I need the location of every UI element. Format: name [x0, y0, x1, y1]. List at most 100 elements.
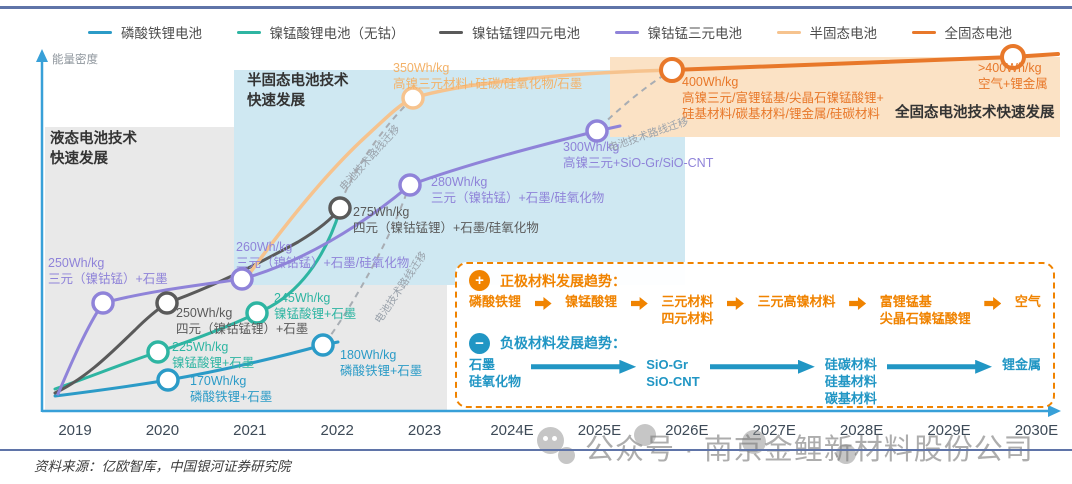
top-rule: [0, 6, 1072, 9]
source-note: 资料来源：亿欧智库，中国银河证券研究院: [34, 459, 291, 474]
x-tick-2020: 2020: [145, 422, 180, 439]
data-point-marker: [659, 57, 685, 83]
chart-legend: 磷酸铁锂电池 镍锰酸锂电池（无钴） 镍钴锰锂四元电池 镍钴锰三元电池 半固态电池 全固态电…: [88, 22, 1012, 42]
minus-icon: −: [469, 332, 490, 354]
legend-label: 磷酸铁锂电池: [121, 26, 202, 41]
long-arrow-icon: [531, 359, 637, 374]
region-semi-solid: [234, 70, 685, 285]
plus-icon: +: [469, 270, 490, 291]
materials-trend-box: + 正极材料发展趋势： 磷酸铁锂 镍锰酸锂 三元材料 四元材料 三元高镍材料 富锂锰基 尖晶…: [455, 262, 1055, 408]
trend-step: 石墨 硅氧化物: [469, 356, 522, 389]
legend-item-5: 全固态电池: [911, 22, 1013, 42]
legend-item-4: 半固态电池: [776, 22, 878, 42]
series-line-全固态电池: [670, 52, 1060, 72]
long-arrow-icon: [886, 359, 992, 374]
legend-label: 镍钴锰三元电池: [647, 26, 743, 41]
point-label-3: 245Wh/kg 镍锰酸锂+石墨: [274, 291, 357, 321]
y-axis-label: 能量密度: [52, 54, 98, 66]
point-label-5: 170Wh/kg 磷酸铁锂+石墨: [190, 374, 273, 404]
trend-step: SiO-Gr SiO-CNT: [646, 356, 700, 389]
trend-step: 镍锰酸锂: [565, 294, 618, 309]
x-tick-2025E: 2025E: [577, 422, 622, 439]
wechat-icon: [634, 424, 656, 446]
x-tick-2021: 2021: [233, 422, 267, 439]
anode-trend-row: 石墨 硅氧化物 SiO-Gr SiO-CNT 硅碳材料 硅基材料 碳基材料 锂金属: [469, 357, 1041, 408]
point-label-8: 280Wh/kg 三元（镍钴锰）+石墨/硅氧化物: [431, 175, 605, 205]
arrow-icon: [630, 297, 648, 310]
region-label-semi-solid: 半固态电池技术 快速发展: [247, 73, 349, 109]
data-point-marker: [91, 291, 115, 315]
migration-dashed-line-0: [324, 191, 408, 344]
point-label-10: 350Wh/kg 高镍三元材料+硅碳/硅氧化物/石墨: [393, 61, 583, 91]
cathode-trend-row: 磷酸铁锂 镍锰酸锂 三元材料 四元材料 三元高镍材料 富锂锰基 尖晶石镍锰酸锂 空气: [469, 294, 1041, 328]
trend-step: 锂金属: [1002, 356, 1042, 372]
trend-step: 磷酸铁锂: [469, 294, 522, 309]
x-tick-2029E: 2029E: [927, 422, 971, 439]
x-tick-2026E: 2026E: [665, 422, 709, 439]
legend-swatch-icon: [614, 30, 639, 34]
arrow-icon: [984, 297, 1002, 310]
x-tick-2030E: 2030E: [1014, 422, 1059, 439]
legend-item-1: 镍锰酸锂电池（无钴）: [236, 22, 405, 42]
series-line-镍钴锰三元电池: [56, 124, 622, 396]
data-point-marker: [156, 368, 180, 392]
trend-step: 硅碳材料 硅基材料 碳基材料: [824, 356, 877, 406]
legend-label: 全固态电池: [944, 26, 1013, 41]
trend-step: 富锂锰基 尖晶石镍锰酸锂: [879, 294, 971, 326]
watermark: 公众号 · 南京金鲤新材料股份公司: [585, 434, 1034, 466]
point-label-11: 400Wh/kg 高镍三元/富锂锰基/尖晶石镍锰酸锂+ 硅基材料/碳基材料/锂金属/…: [682, 75, 884, 121]
trend-step: 三元材料 四元材料: [661, 294, 714, 326]
x-tick-2022: 2022: [320, 422, 354, 439]
arrow-icon: [849, 297, 867, 310]
legend-label: 镍钴锰锂四元电池: [472, 26, 580, 41]
data-point-marker: [328, 196, 352, 220]
legend-item-0: 磷酸铁锂电池: [88, 22, 202, 42]
migration-dashed-line-1: [340, 101, 410, 204]
y-axis-arrowhead: [36, 49, 48, 62]
legend-swatch-icon: [439, 30, 463, 34]
point-label-6: 180Wh/kg 磷酸铁锂+石墨: [340, 348, 423, 378]
anode-trend-header: − 负极材料发展趋势：: [469, 332, 1041, 354]
data-point-marker: [398, 173, 422, 197]
point-label-2: 260Wh/kg 三元（镍钴锰）+石墨/硅氧化物: [236, 240, 410, 270]
x-tick-2023: 2023: [407, 422, 442, 439]
region-label-liquid: 液态电池技术 快速发展: [50, 131, 137, 167]
arrow-icon: [534, 297, 552, 310]
legend-swatch-icon: [88, 30, 112, 34]
point-label-12: >400Wh/kg 空气+锂金属: [978, 61, 1048, 91]
x-tick-2024E: 2024E: [490, 422, 534, 439]
data-point-marker: [155, 291, 179, 315]
arrow-icon: [726, 297, 744, 310]
data-point-marker: [585, 119, 609, 143]
legend-item-3: 镍钴锰三元电池: [614, 22, 743, 42]
region-label-all-solid: 全固态电池技术快速发展: [895, 105, 1055, 121]
legend-label: 镍锰酸锂电池（无钴）: [269, 26, 405, 41]
cathode-trend-header: + 正极材料发展趋势：: [469, 270, 1041, 291]
legend-item-2: 镍钴锰锂四元电池: [439, 22, 580, 42]
legend-swatch-icon: [236, 30, 261, 34]
legend-swatch-icon: [911, 30, 936, 34]
data-point-marker: [401, 86, 425, 110]
data-point-marker: [245, 301, 269, 325]
data-point-marker: [230, 267, 254, 291]
series-line-镍锰酸锂电池（无钴）: [53, 208, 342, 391]
point-label-7: 275Wh/kg 四元（镍钴锰锂）+石墨/硅氧化物: [353, 205, 539, 235]
point-label-4: 225Wh/kg 镍锰酸锂+石墨: [172, 340, 255, 370]
data-point-marker: [1000, 44, 1026, 70]
legend-label: 半固态电池: [809, 26, 878, 41]
point-label-9: 300Wh/kg 高镍三元+SiO-Gr/SiO-CNT: [563, 140, 714, 170]
long-arrow-icon: [709, 359, 815, 374]
point-label-0: 250Wh/kg 三元（镍钴锰）+石墨: [48, 256, 168, 286]
wechat-icon: [558, 447, 575, 464]
x-axis-arrowhead: [1048, 405, 1061, 417]
data-point-marker: [311, 333, 335, 357]
cathode-trend-title: 正极材料发展趋势：: [500, 272, 626, 289]
migration-dashed-line-2: [599, 73, 667, 128]
series-line-半固态电池: [240, 68, 674, 286]
legend-swatch-icon: [776, 30, 801, 34]
point-label-1: 250Wh/kg 四元（镍钴锰锂）+石墨: [176, 306, 309, 336]
x-tick-2019: 2019: [58, 422, 92, 439]
